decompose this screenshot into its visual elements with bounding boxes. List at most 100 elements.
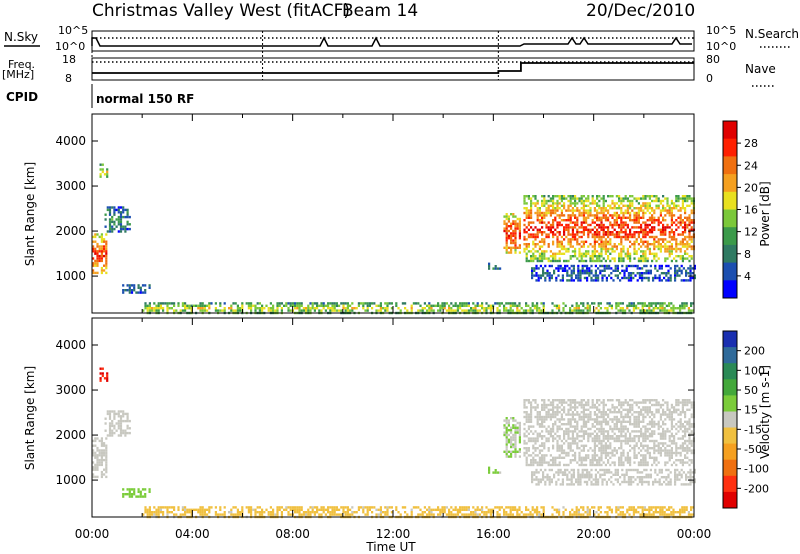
velocity-cell [549, 435, 552, 438]
velocity-cell [104, 429, 107, 432]
velocity-cell [533, 511, 536, 514]
velocity-cell [463, 508, 466, 511]
power-cell [576, 221, 579, 224]
velocity-cell [560, 456, 563, 459]
power-cell [661, 302, 664, 305]
velocity-cell [547, 437, 550, 440]
power-cell [554, 216, 557, 219]
power-cell [664, 207, 667, 210]
power-cell [558, 309, 561, 312]
power-cell [534, 250, 537, 253]
power-cell [119, 220, 123, 224]
velocity-cell [100, 458, 103, 462]
velocity-cell [663, 506, 666, 509]
velocity-cell [119, 434, 123, 437]
power-cell [552, 221, 555, 224]
power-cell [651, 231, 654, 234]
power-cell [148, 286, 151, 289]
velocity-cell [681, 506, 684, 509]
velocity-cell [576, 437, 579, 440]
power-cell [492, 267, 495, 270]
power-cell [599, 302, 602, 305]
velocity-cell [600, 463, 603, 467]
power-cell [604, 259, 607, 263]
velocity-cell [564, 473, 567, 476]
power-cell [236, 307, 239, 310]
power-cell [659, 228, 662, 231]
velocity-cell [536, 511, 539, 514]
power-cell [552, 257, 555, 260]
velocity-cell [633, 435, 636, 438]
power-cell [640, 226, 643, 229]
velocity-cell [622, 461, 625, 464]
velocity-cell [626, 508, 629, 511]
velocity-cell [640, 463, 643, 467]
velocity-cell [648, 447, 651, 450]
velocity-cell [547, 399, 550, 402]
power-cell [349, 304, 352, 307]
velocity-cell [122, 410, 125, 413]
velocity-cell [681, 449, 684, 452]
power-cell [452, 309, 455, 312]
velocity-cell [637, 401, 640, 404]
power-cell [644, 231, 647, 234]
velocity-cell [536, 418, 539, 421]
velocity-cell [525, 413, 528, 416]
power-cell [608, 264, 611, 268]
power-cell [607, 204, 610, 207]
velocity-cell [223, 506, 226, 509]
power-cell [693, 267, 696, 270]
power-cell [609, 204, 612, 207]
power-cell [603, 267, 606, 270]
power-cell [507, 229, 510, 233]
power-cell [633, 231, 636, 234]
power-cell [580, 207, 583, 210]
power-cell [236, 304, 239, 307]
power-cell [659, 199, 662, 203]
power-cell [300, 304, 303, 307]
velocity-cell [615, 411, 618, 414]
velocity-cell [593, 425, 596, 428]
power-cell [346, 307, 349, 310]
velocity-cell [294, 508, 297, 511]
power-cell [322, 302, 325, 305]
velocity-cell [92, 449, 95, 452]
velocity-cell [531, 506, 534, 509]
power-cell [534, 257, 537, 260]
velocity-cell [587, 449, 590, 452]
velocity-cell [536, 506, 539, 509]
velocity-cell [544, 483, 547, 486]
power-cell [94, 233, 97, 236]
velocity-cell [578, 447, 581, 450]
power-cell [593, 233, 596, 236]
velocity-cell [105, 475, 108, 479]
velocity-cell [564, 508, 567, 511]
velocity-cell [688, 447, 691, 450]
power-cell [650, 302, 653, 305]
velocity-cell [670, 463, 673, 467]
velocity-cell [670, 435, 673, 438]
velocity-cell [620, 454, 623, 457]
velocity-cell [105, 444, 108, 447]
velocity-cell [587, 413, 590, 416]
velocity-cell [569, 408, 572, 411]
power-cell [538, 257, 541, 260]
power-cell [534, 197, 537, 200]
velocity-cell [580, 456, 583, 459]
power-cell [223, 302, 226, 305]
freq-trace [92, 62, 694, 74]
power-cell [660, 279, 663, 282]
velocity-cell [560, 444, 563, 447]
power-cell [494, 265, 497, 268]
power-cell [309, 309, 312, 312]
power-cell [631, 233, 634, 236]
velocity-cell [527, 463, 530, 467]
velocity-cell [571, 508, 574, 511]
power-cell [582, 243, 585, 246]
power-cell [203, 307, 206, 310]
power-cell [620, 257, 623, 260]
power-cell [311, 302, 314, 305]
power-cell [691, 272, 694, 275]
power-cell [541, 255, 544, 258]
velocity-cell [439, 511, 442, 514]
